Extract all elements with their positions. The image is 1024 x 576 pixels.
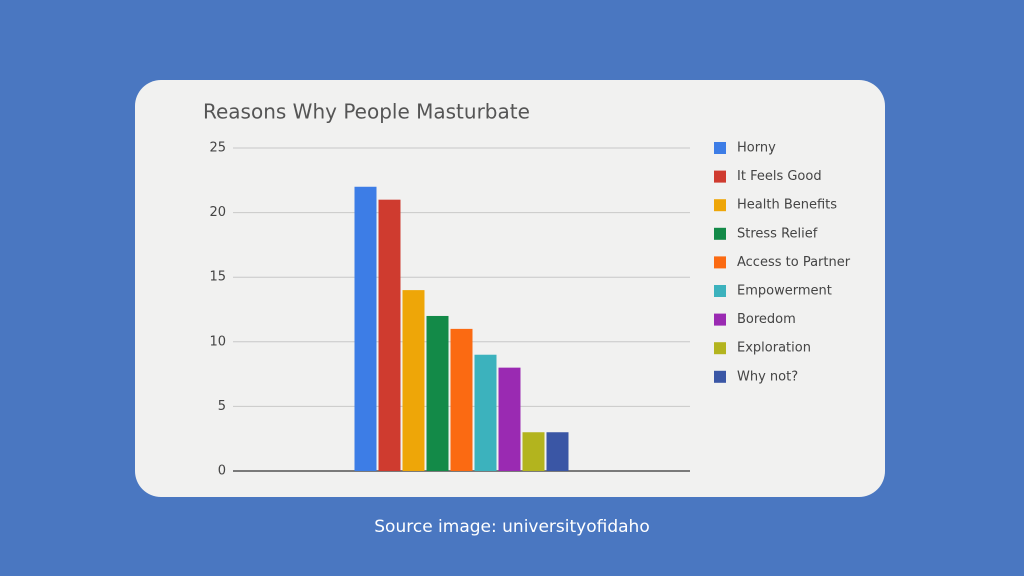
bar	[426, 315, 449, 471]
legend-swatch	[714, 342, 726, 355]
y-tick-label: 0	[218, 464, 226, 479]
y-tick-label: 10	[209, 334, 226, 349]
legend-swatch	[714, 227, 726, 240]
legend-label: Stress Relief	[737, 226, 818, 241]
chart-title: Reasons Why People Masturbate	[203, 100, 530, 124]
legend-label: Access to Partner	[737, 255, 851, 270]
legend-swatch	[714, 285, 726, 297]
bar	[378, 199, 401, 471]
chart: 0 5 10 15 20 25 Horny It Feels Good Health Benef…	[209, 141, 850, 479]
y-tick-label: 25	[209, 141, 226, 156]
card	[135, 80, 885, 497]
legend-swatch	[714, 370, 726, 383]
legend-swatch	[714, 199, 726, 212]
legend-label: Empowerment	[737, 284, 832, 299]
legend-label: Why not?	[737, 369, 798, 384]
legend-swatch	[714, 142, 726, 154]
y-tick-label: 5	[218, 399, 226, 414]
legend-label: Horny	[737, 141, 776, 156]
legend-label: Exploration	[737, 341, 811, 356]
legend-swatch	[714, 313, 726, 326]
legend-label: Health Benefits	[737, 198, 837, 213]
legend-swatch	[714, 170, 726, 183]
y-tick-label: 20	[209, 205, 226, 220]
legend-label: Boredom	[737, 312, 796, 327]
legend-swatch	[714, 256, 726, 269]
y-tick-label: 15	[209, 270, 226, 285]
bar	[546, 432, 569, 471]
bar	[474, 354, 497, 471]
bar	[522, 432, 545, 471]
bar	[402, 290, 425, 471]
bar	[498, 367, 521, 471]
bar	[450, 328, 473, 471]
caption: Source image: universityofidaho	[374, 517, 649, 537]
legend-label: It Feels Good	[737, 169, 822, 184]
bar	[354, 186, 377, 471]
